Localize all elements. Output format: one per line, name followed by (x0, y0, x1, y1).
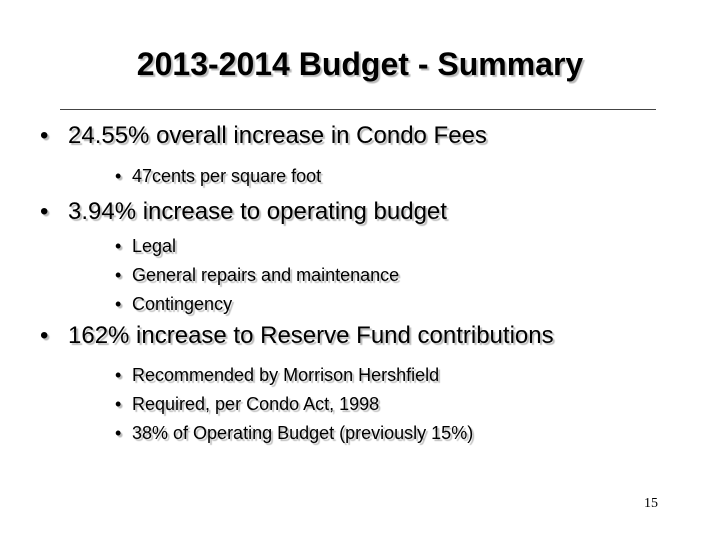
bullet: • (40, 322, 49, 349)
sub-bullet-item: • Required, per Condo Act, 1998 (115, 394, 379, 415)
bullet-text: General repairs and maintenance (132, 265, 400, 285)
bullet-text: 38% of Operating Budget (previously 15%) (132, 423, 474, 443)
sub-bullet-item: • Contingency (115, 294, 232, 315)
sub-bullet-item: • 38% of Operating Budget (previously 15%… (115, 423, 473, 444)
bullet: • (115, 294, 122, 314)
bullet: • (115, 423, 122, 443)
bullet-item: • 162% increase to Reserve Fund contribut… (40, 322, 554, 350)
bullet: • (40, 198, 49, 225)
bullet-text: 24.55% overall increase in Condo Fees (68, 122, 487, 149)
bullet-text: Legal (132, 236, 177, 256)
sub-bullet-item: • General repairs and maintenance (115, 265, 399, 286)
bullet-text: Required, per Condo Act, 1998 (132, 394, 380, 414)
bullet: • (115, 265, 122, 285)
title-rule (60, 109, 656, 110)
bullet-text: Recommended by Morrison Hershfield (132, 365, 440, 385)
bullet-text: 47cents per square foot (132, 166, 322, 186)
page-number: 15 (644, 496, 658, 511)
bullet-item: • 24.55% overall increase in Condo Fees (40, 122, 487, 150)
bullet-text: 162% increase to Reserve Fund contributi… (68, 322, 554, 349)
bullet-text: Contingency (132, 294, 233, 314)
bullet-text: 3.94% increase to operating budget (68, 198, 447, 225)
slide-title: 2013-2014 Budget - Summary (136, 46, 584, 82)
bullet: • (115, 394, 122, 414)
bullet-item: • 3.94% increase to operating budget (40, 198, 447, 226)
bullet: • (40, 122, 49, 149)
sub-bullet-item: • 47cents per square foot (115, 166, 321, 187)
sub-bullet-item: • Recommended by Morrison Hershfield (115, 365, 439, 386)
sub-bullet-item: • Legal (115, 236, 176, 257)
bullet: • (115, 166, 122, 186)
bullet: • (115, 236, 122, 256)
bullet: • (115, 365, 122, 385)
